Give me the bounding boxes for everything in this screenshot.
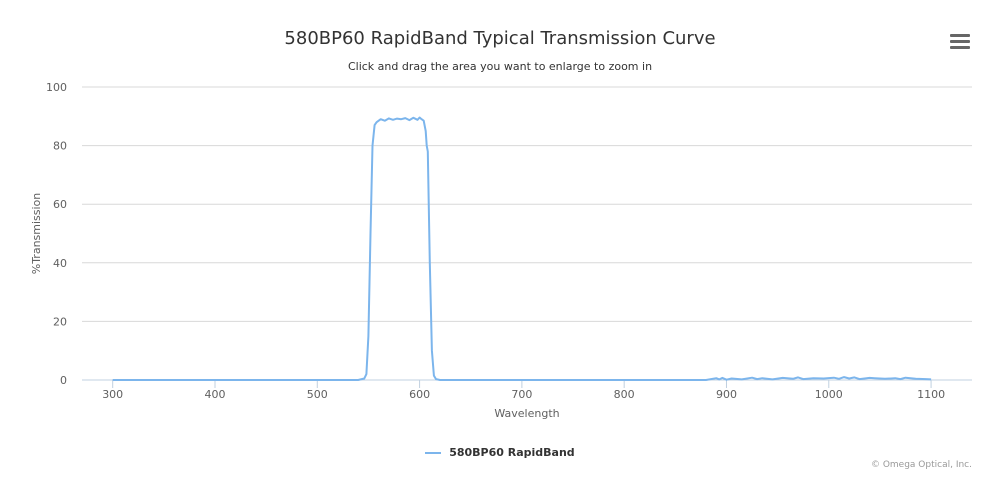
series-line[interactable]	[112, 116, 932, 381]
x-axis-title: Wavelength	[494, 407, 559, 420]
y-tick-label: 40	[53, 257, 67, 270]
x-tick-label: 900	[716, 388, 737, 401]
x-tick-label: 1100	[917, 388, 945, 401]
x-tick-label: 400	[204, 388, 225, 401]
y-tick-label: 100	[46, 81, 67, 94]
x-tick-label: 1000	[815, 388, 843, 401]
x-tick-label: 800	[614, 388, 635, 401]
y-tick-label: 80	[53, 140, 67, 153]
credit-text[interactable]: © Omega Optical, Inc.	[870, 460, 972, 470]
y-tick-label: 60	[53, 198, 67, 211]
y-tick-label: 20	[53, 315, 67, 328]
legend-swatch	[425, 452, 442, 454]
chart-subtitle: Click and drag the area you want to enla…	[347, 60, 653, 73]
x-tick-label: 700	[511, 388, 532, 401]
y-axis-title: %Transmission	[30, 193, 43, 275]
hamburger-menu-icon[interactable]	[950, 34, 970, 52]
chart-title: 580BP60 RapidBand Typical Transmission C…	[284, 28, 716, 49]
legend-item[interactable]: 580BP60 RapidBand	[0, 446, 1000, 459]
x-tick-label: 300	[102, 388, 123, 401]
x-tick-label: 600	[409, 388, 430, 401]
x-tick-label: 500	[307, 388, 328, 401]
legend-label: 580BP60 RapidBand	[449, 446, 575, 459]
y-tick-label: 0	[60, 374, 67, 387]
